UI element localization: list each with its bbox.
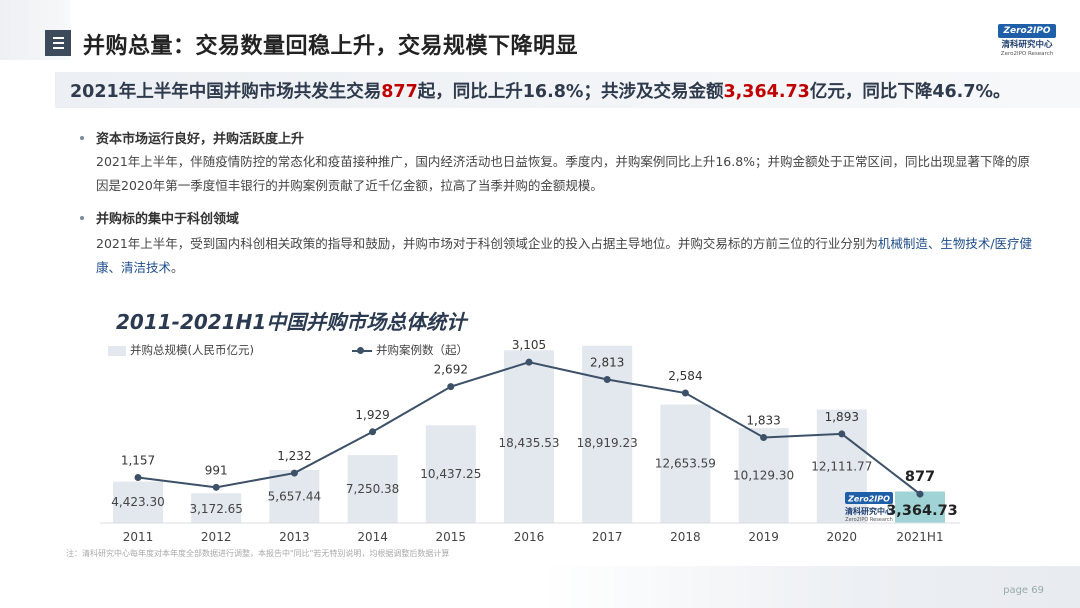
bar-label-2019: 10,129.30 [733,469,794,483]
line-label-2013: 1,232 [277,449,311,463]
x-tick-2013: 2013 [279,530,310,544]
line-label-2016: 3,105 [512,338,546,352]
bar-label-2011: 4,423.30 [111,495,164,509]
page-label: page [1003,585,1029,596]
summary-band [55,72,1080,108]
section-text-2: 2021年上半年，受到国内科创相关政策的指导和鼓励，并购市场对于科创领域企业的投… [96,232,1036,280]
bar-label-2015: 10,437.25 [420,467,481,481]
section-text-2-end: 。 [171,260,184,275]
x-tick-2016: 2016 [514,530,545,544]
line-point-2018 [681,389,689,397]
line-label-2012: 991 [205,463,228,477]
footnote: 注：清科研究中心每年度对本年度全部数据进行调整，本报告中"同比"若无特别说明，均… [66,549,450,558]
bar-label-2018: 12,653.59 [655,457,716,471]
legend-line-label: 并购案例数（起） [376,343,468,357]
bar-2016 [504,350,554,523]
line-point-2014 [369,428,377,436]
bar-label-2012: 3,172.65 [189,502,242,516]
summary-amount: 3,364.73 [723,82,810,102]
page-number-value: 69 [1031,585,1044,596]
section-text-2-main: 2021年上半年，受到国内科创相关政策的指导和鼓励，并购市场对于科创领域企业的投… [96,236,878,251]
bar-2018 [660,404,711,523]
summary-part2: 起，同比上升16.8%；共涉及交易金额 [417,82,724,102]
summary-count: 877 [381,82,418,102]
x-tick-2020: 2020 [827,530,858,544]
bar-2017 [582,345,633,523]
watermark-badge-bg [845,492,893,504]
menu-icon[interactable] [45,30,71,56]
section-title-1: 资本市场运行良好，并购活跃度上升 [96,132,305,147]
watermark-cn: 清科研究中心 [845,506,893,516]
logo-cn: 清科研究中心 [1001,40,1053,50]
line-label-2015: 2,692 [434,363,468,377]
bar-label-2021H1: 3,364.73 [886,503,958,519]
line-label-2019: 1,833 [746,413,780,427]
line-label-2021H1: 877 [905,469,935,485]
bar-2015 [425,425,476,523]
line-point-2021H1 [916,490,924,498]
line-point-2015 [447,383,455,391]
bar-2014 [347,455,398,523]
page-number: page 69 [1003,585,1044,596]
bar-label-2017: 18,919.23 [577,436,638,450]
bar-label-2013: 5,657.44 [268,489,321,503]
line-label-2020: 1,893 [825,410,859,424]
line-point-2020 [838,430,846,438]
section-title-2: 并购标的集中于科创领域 [96,212,240,227]
summary-part3: 亿元，同比下降46.7%。 [809,82,1011,102]
x-tick-2011: 2011 [123,530,154,544]
logo-en: Zero2IPO Research [1000,51,1054,57]
line-label-2018: 2,584 [668,369,702,383]
section-text-1: 2021年上半年，伴随疫情防控的常态化和疫苗接种推广，国内经济活动也日益恢复。季… [96,154,1031,193]
bullet-dot [80,216,84,220]
watermark-en: Zero2IPO Research [845,517,893,523]
line-label-2014: 1,929 [355,408,389,422]
bar-2019 [738,428,789,523]
x-tick-2021H1: 2021H1 [896,530,943,544]
bullet-dot [80,136,84,140]
bar-2013 [269,469,320,523]
chart-title: 2011-2021H1中国并购市场总体统计 [116,310,467,334]
summary-part1: 2021年上半年中国并购市场共发生交易 [70,82,382,102]
x-tick-2018: 2018 [670,530,701,544]
bar-2020 [816,409,867,523]
footer-band [540,566,1080,608]
x-tick-2017: 2017 [592,530,623,544]
line-label-2011: 1,157 [121,454,155,468]
logo-badge: Zero2IPO [998,24,1056,38]
page-title: 并购总量：交易数量回稳上升，交易规模下降明显 [83,34,579,59]
line-point-2011 [134,474,142,482]
bar-label-2016: 18,435.53 [498,436,559,450]
bar-2012 [191,493,242,523]
line-label-2017: 2,813 [590,355,624,369]
legend-bar-swatch [108,346,126,356]
x-tick-2019: 2019 [748,530,779,544]
bar-label-2020: 12,111.77 [811,459,872,473]
summary-line: 2021年上半年中国并购市场共发生交易877起，同比上升16.8%；共涉及交易金… [70,78,1011,103]
watermark-badge: Zero2IPO [847,495,890,504]
line-point-2016 [525,358,533,366]
section-text-2-highlight: 机械制造、生物技术/医疗健康、清洁技术 [96,236,1033,275]
line-point-2017 [603,375,611,383]
bar-label-2014: 7,250.38 [346,482,399,496]
line-point-2013 [290,469,298,477]
bar-2011 [113,481,163,523]
x-tick-2014: 2014 [357,530,388,544]
legend-bar-label: 并购总规模(人民币亿元) [130,343,254,357]
line-point-2019 [760,433,768,441]
legend-line-marker [357,347,364,354]
x-tick-2015: 2015 [436,530,467,544]
line-point-2012 [212,483,220,491]
x-tick-2012: 2012 [201,530,232,544]
logo: Zero2IPO 清科研究中心 Zero2IPO Research [998,24,1056,58]
